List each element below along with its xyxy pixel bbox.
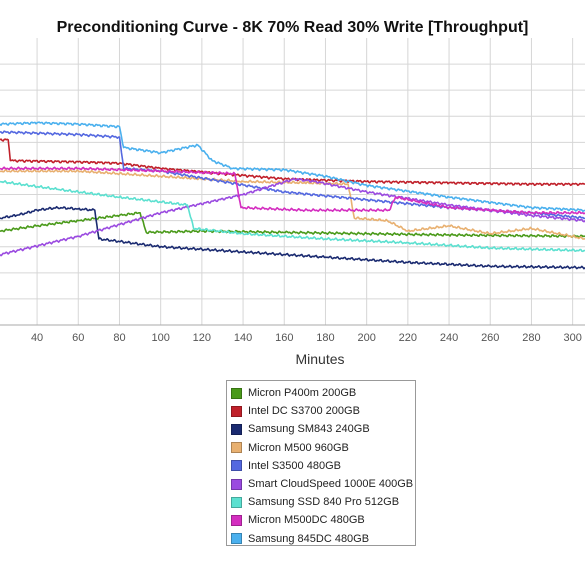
chart-title: Preconditioning Curve - 8K 70% Read 30% …	[56, 19, 529, 36]
x-tick-label: 160	[275, 332, 293, 344]
grid-layer	[0, 38, 585, 325]
legend-swatch	[231, 442, 242, 454]
legend-item: Samsung 845DC 480GB	[231, 530, 415, 548]
legend-swatch	[231, 405, 242, 417]
legend-item: Micron M500DC 480GB	[231, 511, 415, 529]
legend-label: Micron P400m 200GB	[248, 387, 357, 400]
x-tick-label: 220	[399, 332, 417, 344]
x-tick-label: 200	[357, 332, 375, 344]
series-line	[0, 177, 585, 257]
legend-swatch	[231, 460, 242, 472]
legend-label: Samsung SSD 840 Pro 512GB	[248, 496, 400, 509]
series-layer	[0, 121, 585, 270]
x-tick-label: 180	[316, 332, 334, 344]
legend-item: Samsung SSD 840 Pro 512GB	[231, 493, 415, 511]
legend-swatch	[231, 423, 242, 435]
series-line	[0, 211, 585, 239]
x-tick-label: 240	[440, 332, 458, 344]
series-line	[0, 205, 585, 270]
legend-label: Samsung SM843 240GB	[248, 423, 370, 436]
x-tick-label: 280	[522, 332, 540, 344]
legend-item: Micron P400m 200GB	[231, 384, 415, 402]
legend-label: Intel DC S3700 200GB	[248, 405, 360, 418]
legend-label: Samsung 845DC 480GB	[248, 532, 370, 545]
chart-legend: Micron P400m 200GB Intel DC S3700 200GB Sa…	[226, 380, 416, 546]
legend-swatch	[231, 478, 242, 490]
legend-swatch	[231, 387, 242, 399]
legend-swatch	[231, 496, 242, 508]
legend-label: Smart CloudSpeed 1000E 400GB	[248, 478, 414, 491]
x-tick-label: 80	[113, 332, 125, 344]
series-line	[0, 180, 585, 253]
legend-swatch	[231, 514, 242, 526]
x-tick-label: 100	[151, 332, 169, 344]
legend-label: Micron M500DC 480GB	[248, 514, 365, 527]
axis-layer: 40 60 80 100 120 140 160 180 200 220 240 260 280 300	[0, 324, 585, 344]
legend-label: Micron M500 960GB	[248, 441, 349, 454]
x-tick-label: 260	[481, 332, 499, 344]
x-tick-label: 300	[563, 332, 581, 344]
x-tick-label: 40	[31, 332, 43, 344]
series-line	[0, 121, 585, 213]
legend-item: Intel S3500 480GB	[231, 457, 415, 475]
legend-item: Samsung SM843 240GB	[231, 420, 415, 438]
x-tick-label: 60	[72, 332, 84, 344]
series-line	[0, 130, 585, 220]
x-tick-label: 120	[193, 332, 211, 344]
series-line	[0, 169, 585, 240]
legend-swatch	[231, 533, 242, 545]
series-line	[0, 166, 585, 215]
legend-item: Micron M500 960GB	[231, 439, 415, 457]
x-tick-label: 140	[234, 332, 252, 344]
legend-label: Intel S3500 480GB	[248, 459, 341, 472]
legend-item: Intel DC S3700 200GB	[231, 402, 415, 420]
legend-item: Smart CloudSpeed 1000E 400GB	[231, 475, 415, 493]
x-axis-label: Minutes	[295, 351, 344, 367]
